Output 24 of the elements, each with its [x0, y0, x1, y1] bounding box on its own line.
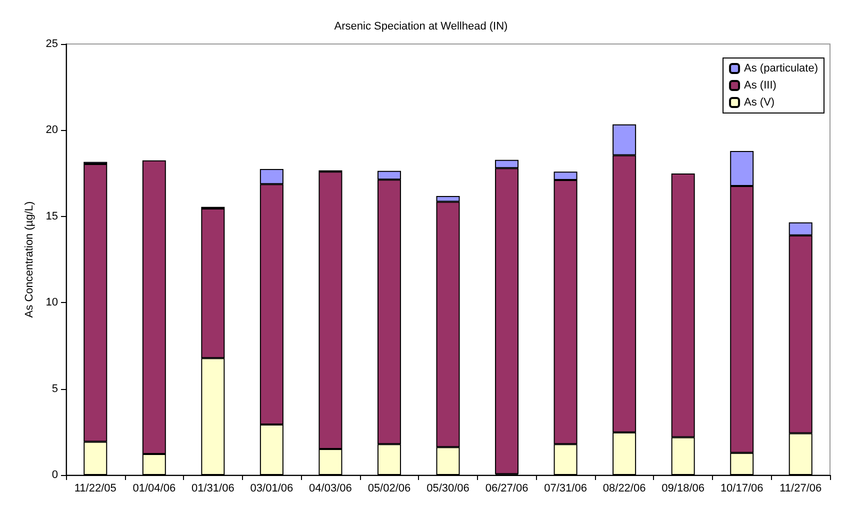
x-tick-label: 03/01/06: [250, 482, 294, 494]
chart-title: Arsenic Speciation at Wellhead (IN): [334, 20, 508, 32]
x-tick-label: 04/03/06: [309, 482, 352, 494]
x-tick-label: 06/27/06: [485, 482, 528, 494]
legend-label: As (particulate): [744, 62, 818, 74]
x-tick-label: 07/31/06: [544, 482, 587, 494]
y-axis-title: As Concentration (µg/L): [23, 201, 36, 318]
y-tick-label: 15: [46, 210, 58, 222]
x-tick-label: 11/27/06: [780, 482, 822, 494]
y-tick-label: 0: [52, 469, 58, 481]
legend-label: As (V): [744, 96, 775, 108]
x-tick-label: 01/31/06: [192, 482, 234, 494]
x-tick-label: 05/02/06: [368, 482, 411, 494]
y-tick-label: 10: [46, 296, 58, 309]
x-tick-label: 01/04/06: [132, 482, 176, 494]
x-tick-label: 10/17/06: [720, 482, 764, 494]
y-tick-label: 25: [46, 38, 58, 50]
x-tick-label: 09/18/06: [662, 482, 704, 494]
x-tick-label: 08/22/06: [602, 482, 646, 494]
x-tick-label: 05/30/06: [426, 482, 470, 494]
y-tick-label: 20: [46, 124, 58, 136]
y-tick-label: 5: [52, 382, 58, 395]
x-tick-label: 11/22/05: [74, 482, 116, 494]
legend-label: As (III): [744, 80, 776, 92]
